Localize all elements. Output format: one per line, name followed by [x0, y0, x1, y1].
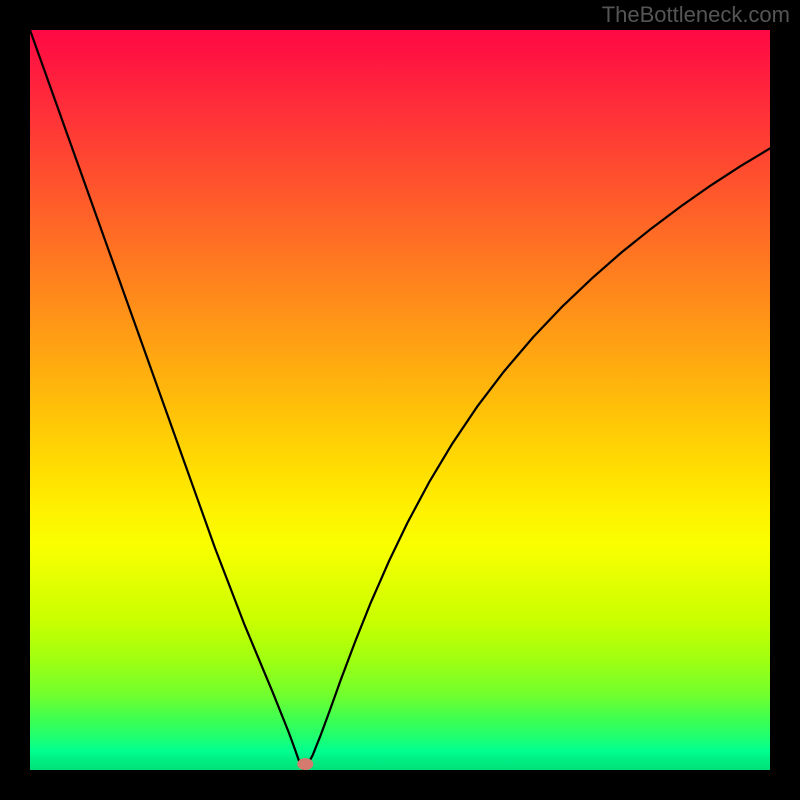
gradient-background: [30, 30, 770, 770]
chart-container: TheBottleneck.com: [0, 0, 800, 800]
optimum-marker: [297, 758, 313, 770]
chart-svg: [30, 30, 770, 770]
plot-area: [30, 30, 770, 770]
watermark: TheBottleneck.com: [602, 2, 790, 28]
